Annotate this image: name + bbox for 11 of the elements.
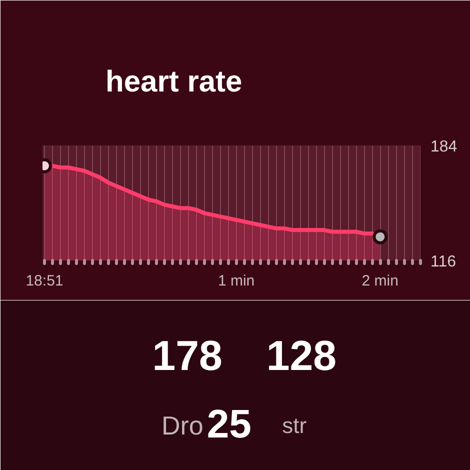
x-tick-label: 1 min <box>218 272 255 290</box>
y-tick-label: 116 <box>430 254 456 270</box>
text: 25 <box>206 402 252 446</box>
x-tick-label: 18:51 <box>26 272 64 290</box>
chart-title: heart rate <box>106 66 242 98</box>
text: 178 <box>152 332 222 379</box>
text: 128 <box>266 332 337 379</box>
text: str <box>282 413 307 438</box>
text: Dro <box>161 410 204 440</box>
x-tick-label: 2 min <box>362 272 398 290</box>
y-tick-label: 184 <box>430 138 458 156</box>
